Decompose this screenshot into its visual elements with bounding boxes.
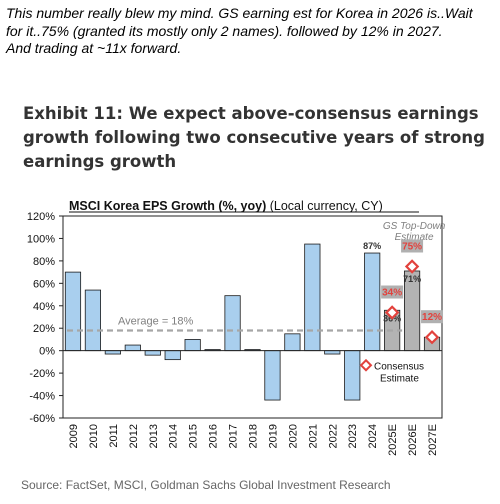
y-tick-label: 60% <box>33 278 55 290</box>
x-tick-label: 2021 <box>307 424 319 448</box>
x-tick-label: 2020 <box>287 424 299 448</box>
x-tick-label: 2024 <box>367 424 379 448</box>
x-tick-label: 2027E <box>427 424 439 456</box>
y-tick-label: -40% <box>29 391 55 403</box>
bar-2011 <box>104 350 121 355</box>
y-tick-label: 0% <box>39 346 55 358</box>
x-tick-label: 2026E <box>407 424 419 456</box>
bar-2017 <box>224 295 241 352</box>
bar-2021 <box>304 243 321 352</box>
x-tick-label: 2016 <box>208 424 220 448</box>
legend-label: Consensus <box>374 361 424 372</box>
y-tick-label: 40% <box>33 301 55 313</box>
consensus-label-2026E: 75% <box>402 242 422 253</box>
bar-2015 <box>184 339 201 352</box>
consensus-label-box-2027E <box>421 310 444 324</box>
consensus-label-2027E: 12% <box>422 312 442 323</box>
bar-2024 <box>364 252 381 352</box>
bar-2013 <box>144 350 161 356</box>
x-tick-label: 2018 <box>248 424 260 448</box>
y-tick-label: 100% <box>27 233 55 245</box>
consensus-marker-2025E <box>384 305 400 320</box>
x-tick-label: 2025E <box>387 424 399 456</box>
forecast-annotation: GS Top-Down <box>383 221 446 232</box>
x-tick-label: 2010 <box>88 424 100 448</box>
x-tick-label: 2023 <box>347 424 359 448</box>
bar-2010 <box>84 289 102 352</box>
consensus-marker-2026E <box>404 259 420 274</box>
legend-consensus-marker <box>359 358 373 372</box>
bar-2019 <box>264 350 281 401</box>
x-tick-label: 2014 <box>168 424 180 448</box>
source-note: Source: FactSet, MSCI, Goldman Sachs Glo… <box>21 478 391 492</box>
eps-growth-chart: MSCI Korea EPS Growth (%, yoy) (Local cu… <box>27 199 446 456</box>
consensus-label-box-2026E <box>401 239 424 253</box>
consensus-label-box-2025E <box>381 285 404 299</box>
y-tick-label: -20% <box>29 368 55 380</box>
exhibit-title: Exhibit 11: We expect above-consensus ea… <box>23 104 485 171</box>
consensus-marker-2027E <box>424 329 440 345</box>
y-tick-label: 20% <box>33 323 55 335</box>
consensus-label-2025E: 34% <box>382 288 402 299</box>
bar-2023 <box>344 350 361 401</box>
y-tick-label: 80% <box>33 256 55 268</box>
x-tick-label: 2009 <box>68 424 80 448</box>
bar-value-label-2024: 87% <box>363 241 381 251</box>
y-tick-label: -60% <box>29 413 55 425</box>
average-label: Average = 18% <box>118 315 194 327</box>
bar-2014 <box>164 350 181 361</box>
bar-2012 <box>124 344 141 352</box>
x-tick-label: 2019 <box>267 424 279 448</box>
bar-value-label-2026E: 71% <box>403 274 421 284</box>
x-tick-label: 2015 <box>188 424 200 448</box>
forecast-annotation: Estimate <box>395 232 434 243</box>
x-tick-label: 2012 <box>128 424 140 448</box>
x-tick-label: 2013 <box>148 424 160 448</box>
legend-label: Estimate <box>380 373 419 384</box>
bar-2009 <box>64 271 82 352</box>
bar-2020 <box>284 333 301 352</box>
bar-2022 <box>324 350 341 355</box>
post-text: This number really blew my mind. GS earn… <box>6 5 473 56</box>
y-tick-label: 120% <box>27 211 55 223</box>
x-tick-label: 2017 <box>228 424 240 448</box>
x-tick-label: 2011 <box>108 424 120 448</box>
x-tick-label: 2022 <box>327 424 339 448</box>
chart-title: MSCI Korea EPS Growth (%, yoy) (Local cu… <box>69 199 383 213</box>
